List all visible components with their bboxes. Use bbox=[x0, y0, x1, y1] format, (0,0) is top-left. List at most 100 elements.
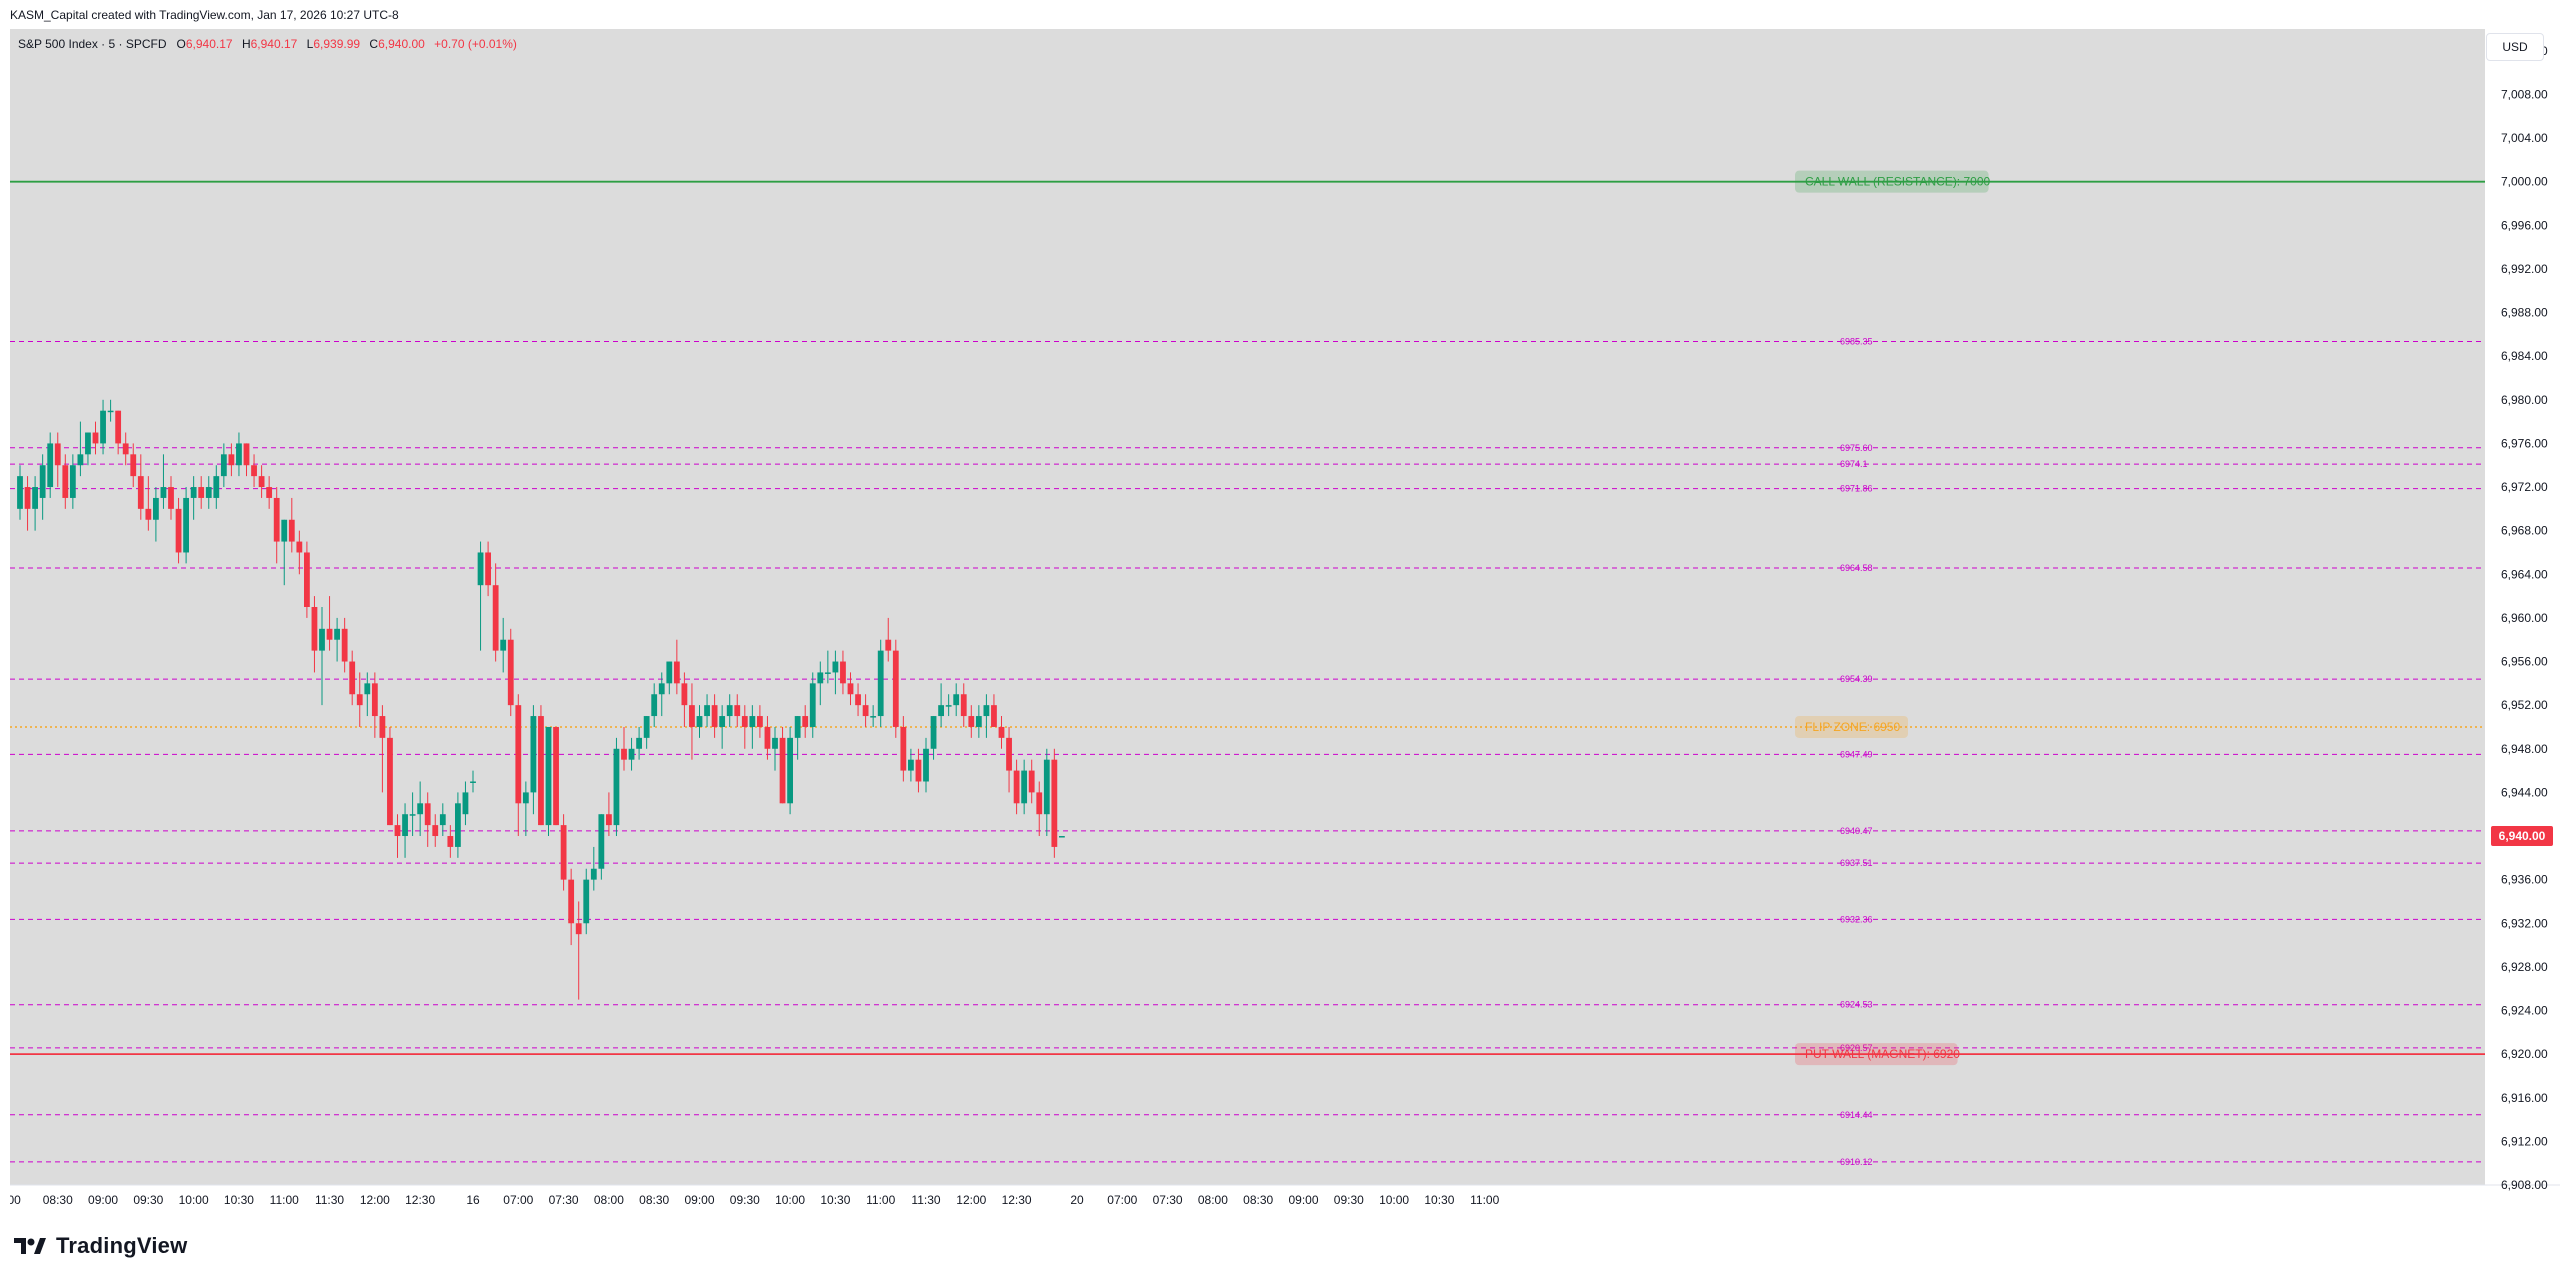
x-tick-label: :00 bbox=[10, 1193, 21, 1207]
change-value: +0.70 (+0.01%) bbox=[434, 37, 517, 51]
candle-body bbox=[538, 716, 544, 826]
candle-body bbox=[24, 487, 31, 509]
candle-body bbox=[689, 705, 695, 727]
candle-body bbox=[802, 716, 809, 727]
level-label: 6975.60 bbox=[1840, 443, 1873, 453]
candle-body bbox=[704, 705, 710, 717]
candle-body bbox=[696, 716, 703, 727]
candle-body bbox=[840, 661, 846, 684]
y-tick-label: 6,968.00 bbox=[2501, 524, 2548, 538]
currency-button[interactable]: USD bbox=[2486, 33, 2544, 61]
x-tick-label: 08:00 bbox=[1198, 1193, 1228, 1207]
candle-body bbox=[198, 487, 205, 498]
level-label: 6920.57 bbox=[1840, 1043, 1873, 1053]
x-tick-label: 09:30 bbox=[730, 1193, 760, 1207]
candle-body bbox=[1028, 770, 1035, 793]
candle-body bbox=[432, 825, 439, 837]
y-tick-label: 6,928.00 bbox=[2501, 960, 2548, 974]
candle-body bbox=[628, 748, 635, 760]
candle-body bbox=[824, 672, 831, 674]
candle-body bbox=[122, 443, 129, 455]
candle-body bbox=[870, 716, 877, 718]
x-tick-label: 11:00 bbox=[866, 1193, 895, 1207]
candle-body bbox=[545, 726, 552, 826]
x-tick-label: 10:30 bbox=[224, 1193, 254, 1207]
candle-body bbox=[658, 683, 665, 695]
candle-body bbox=[764, 726, 771, 749]
candle-body bbox=[522, 792, 529, 804]
candle-body bbox=[462, 792, 469, 815]
chart-area[interactable]: 6,908.00 6,912.00 6,916.00 6,920.00 6,924.00… bbox=[4, 29, 2560, 1215]
y-tick-label: 6,944.00 bbox=[2501, 785, 2548, 799]
candle-body bbox=[288, 519, 295, 542]
x-tick-label: 10:30 bbox=[1424, 1193, 1454, 1207]
candle-body bbox=[485, 552, 491, 586]
candle-body bbox=[424, 803, 431, 826]
candle-body bbox=[787, 737, 793, 804]
candle-body bbox=[364, 683, 371, 695]
candle-body bbox=[153, 497, 159, 520]
candle-body bbox=[530, 716, 537, 793]
candle-body bbox=[1013, 770, 1020, 804]
y-tick-label: 6,972.00 bbox=[2501, 480, 2548, 494]
candle-body bbox=[915, 759, 922, 782]
candle-body bbox=[228, 454, 235, 466]
candle-body bbox=[855, 694, 861, 706]
y-tick-label: 6,932.00 bbox=[2501, 916, 2548, 930]
candle-body bbox=[32, 487, 38, 509]
candle-body bbox=[598, 814, 605, 869]
candle-body bbox=[371, 683, 378, 717]
candle-body bbox=[1006, 737, 1012, 771]
candle-body bbox=[968, 716, 975, 727]
candle-body bbox=[1059, 836, 1065, 838]
candle-body bbox=[319, 628, 325, 651]
y-tick-label: 6,952.00 bbox=[2501, 698, 2548, 712]
credit-text: KASM_Capital created with TradingView.co… bbox=[10, 8, 399, 22]
y-tick-label: 6,916.00 bbox=[2501, 1091, 2548, 1105]
tradingview-logo[interactable]: TradingView bbox=[12, 1233, 187, 1259]
y-tick-label: 6,960.00 bbox=[2501, 611, 2548, 625]
y-tick-label: 6,964.00 bbox=[2501, 567, 2548, 581]
close-value: 6,940.00 bbox=[378, 37, 425, 51]
candle-body bbox=[39, 465, 46, 498]
candle-body bbox=[553, 726, 559, 826]
candlestick-chart[interactable]: 6,908.00 6,912.00 6,916.00 6,920.00 6,924.00… bbox=[4, 29, 2560, 1215]
candle-body bbox=[636, 737, 642, 749]
candle-body bbox=[741, 716, 748, 727]
x-tick-label: 12:00 bbox=[360, 1193, 390, 1207]
level-label: 6940.47 bbox=[1840, 826, 1873, 836]
wall-label: PUT WALL (MAGNET): 6920 bbox=[1805, 1047, 1960, 1061]
candle-body bbox=[236, 443, 242, 466]
candle-body bbox=[643, 716, 650, 738]
candle-body bbox=[17, 476, 23, 509]
candle-body bbox=[168, 487, 174, 509]
candle-body bbox=[130, 454, 137, 477]
candle-body bbox=[160, 487, 167, 498]
candle-body bbox=[77, 454, 84, 466]
x-tick-label: 09:00 bbox=[88, 1193, 118, 1207]
x-tick-label: 07:30 bbox=[549, 1193, 579, 1207]
level-label: 6974.1 bbox=[1840, 459, 1868, 469]
candle-body bbox=[975, 716, 982, 727]
candle-body bbox=[590, 868, 597, 880]
candle-body bbox=[417, 803, 424, 815]
candle-body bbox=[455, 803, 461, 847]
x-tick-label: 08:30 bbox=[639, 1193, 669, 1207]
x-tick-label: 09:30 bbox=[1334, 1193, 1364, 1207]
candle-body bbox=[62, 465, 69, 498]
candle-body bbox=[258, 476, 265, 488]
candle-body bbox=[749, 716, 756, 727]
candle-body bbox=[772, 737, 778, 749]
candle-body bbox=[379, 716, 386, 738]
symbol-label[interactable]: S&P 500 Index · 5 · SPCFD bbox=[18, 37, 167, 51]
y-tick-label: 7,000.00 bbox=[2501, 175, 2548, 189]
candle-body bbox=[900, 726, 907, 771]
y-tick-label: 6,988.00 bbox=[2501, 306, 2548, 320]
candle-body bbox=[334, 628, 340, 640]
level-label: 6910.12 bbox=[1840, 1157, 1873, 1167]
candle-body bbox=[998, 726, 1005, 738]
level-label: 6964.58 bbox=[1840, 563, 1873, 573]
candle-body bbox=[862, 705, 869, 717]
price-axis-background bbox=[2485, 29, 2560, 1215]
x-tick-label: 11:00 bbox=[1470, 1193, 1499, 1207]
